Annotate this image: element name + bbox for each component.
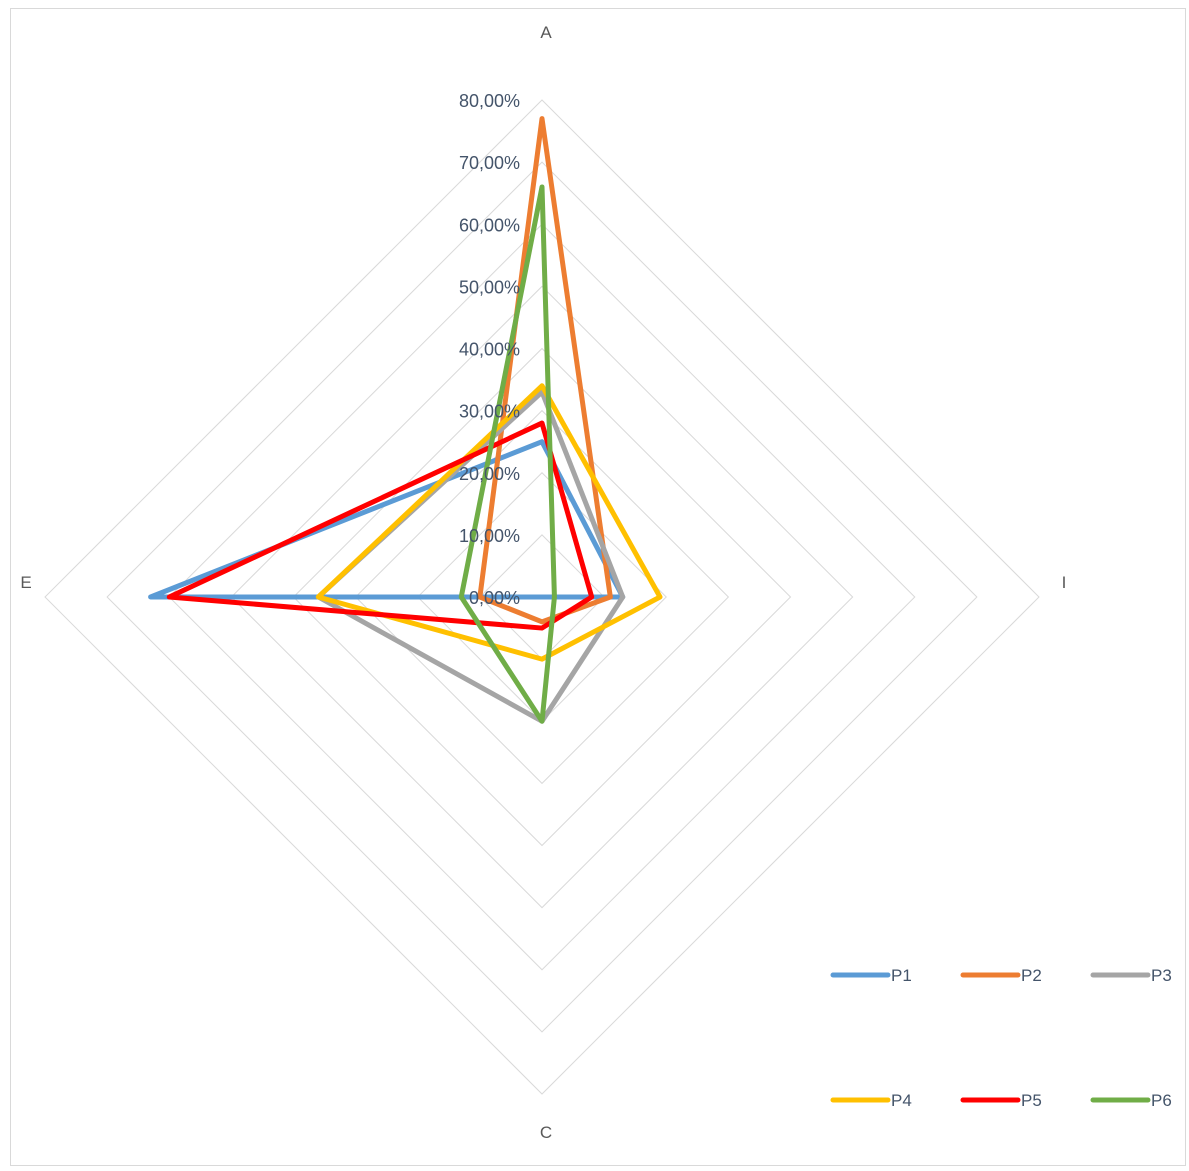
series-line-p2	[477, 116, 613, 625]
grid-ring	[106, 161, 978, 1033]
tick-label: 30,00%	[459, 402, 520, 422]
grid-ring	[230, 285, 854, 909]
grid-ring	[44, 99, 1040, 1095]
tick-label: 0,00%	[469, 588, 520, 608]
tick-label: 60,00%	[459, 215, 520, 235]
legend-label-p4: P4	[891, 1091, 912, 1110]
axis-label-c: C	[540, 1123, 552, 1142]
grid-ring	[354, 409, 730, 785]
grid-ring	[292, 347, 792, 847]
tick-label: 10,00%	[459, 526, 520, 546]
tick-label: 20,00%	[459, 464, 520, 484]
series-line-p4	[315, 383, 663, 662]
tick-label: 40,00%	[459, 340, 520, 360]
legend-label-p5: P5	[1021, 1091, 1042, 1110]
tick-label: 50,00%	[459, 277, 520, 297]
legend-label-p1: P1	[891, 966, 912, 985]
legend-label-p6: P6	[1151, 1091, 1172, 1110]
axis-label-i: I	[1062, 573, 1067, 592]
legend-label-p2: P2	[1021, 966, 1042, 985]
grid-ring	[168, 223, 916, 971]
tick-label: 70,00%	[459, 153, 520, 173]
series-line-p5	[166, 420, 595, 631]
axis-label-a: A	[540, 23, 552, 42]
axis-label-e: E	[20, 573, 31, 592]
legend-label-p3: P3	[1151, 966, 1172, 985]
tick-label: 80,00%	[459, 91, 520, 111]
series-line-p6	[458, 184, 557, 724]
